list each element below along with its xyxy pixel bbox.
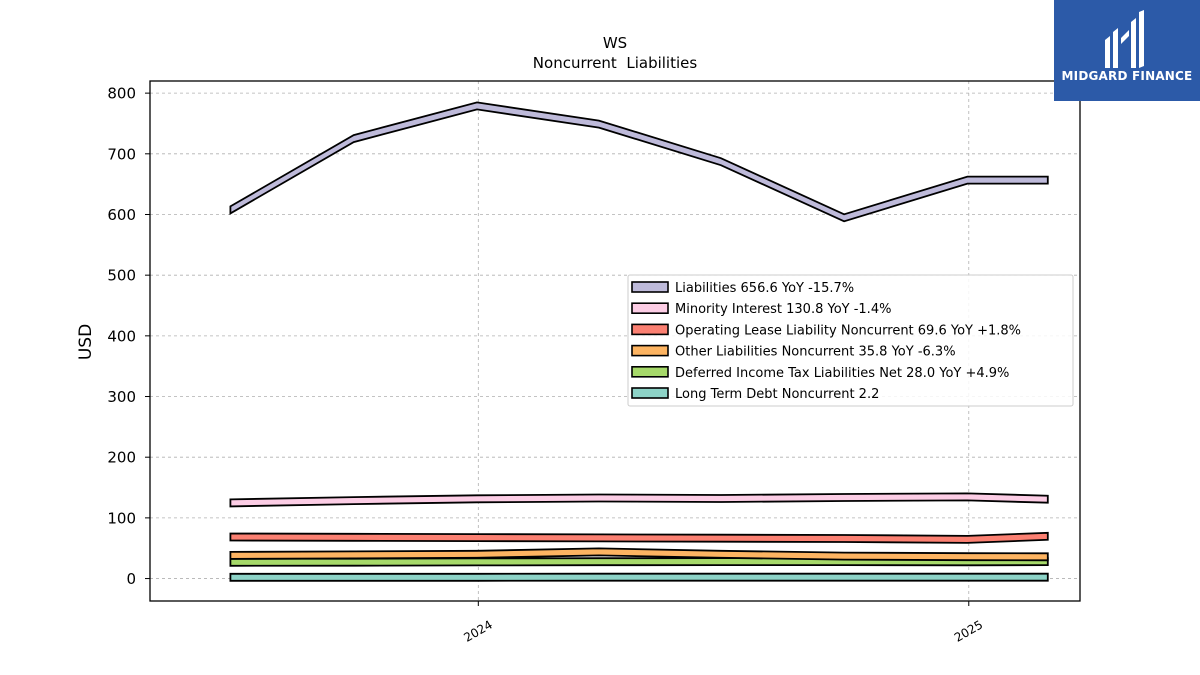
series-band xyxy=(229,492,1049,508)
series-band xyxy=(229,572,1049,582)
legend-label: Liabilities 656.6 YoY -15.7% xyxy=(675,281,854,296)
chart-subtitle: Noncurrent Liabilities xyxy=(533,54,698,72)
brand-name: MIDGARD FINANCE xyxy=(1061,69,1193,83)
legend-box xyxy=(627,274,1074,407)
y-tick-label: 100 xyxy=(107,509,136,527)
y-tick-label: 300 xyxy=(107,388,136,406)
y-ticks: 0 100 200 300 400 500 600 700 800 xyxy=(107,85,150,588)
brand-logo: MIDGARD FINANCE xyxy=(1054,0,1200,101)
y-tick-label: 400 xyxy=(107,327,136,345)
legend-label: Operating Lease Liability Noncurrent 69.… xyxy=(675,323,1021,338)
legend-label: Deferred Income Tax Liabilities Net 28.0… xyxy=(675,366,1009,381)
chart-title: WS xyxy=(603,34,627,52)
y-tick-label: 700 xyxy=(107,145,136,163)
legend-label: Long Term Debt Noncurrent 2.2 xyxy=(675,387,879,402)
series-band xyxy=(229,531,1049,544)
y-tick-label: 200 xyxy=(107,449,136,467)
series-band xyxy=(229,101,1049,223)
y-tick-label: 600 xyxy=(107,206,136,224)
y-tick-label: 0 xyxy=(126,570,136,588)
series-band xyxy=(229,547,1049,562)
legend-swatch xyxy=(631,323,669,336)
legend-swatch xyxy=(631,387,669,399)
x-tick-label: 2025 xyxy=(952,617,985,644)
plot-frame xyxy=(149,80,1081,602)
y-axis-label: USD xyxy=(76,324,96,360)
legend-swatch xyxy=(631,281,669,293)
legend-label: Other Liabilities Noncurrent 35.8 YoY -6… xyxy=(675,345,956,360)
x-tick-label: 2024 xyxy=(461,617,494,644)
series-layer xyxy=(229,101,1049,582)
midgard-mh-logo-icon xyxy=(1105,10,1144,68)
legend: Liabilities 656.6 YoY -15.7% Minority Int… xyxy=(627,274,1074,407)
y-tick-label: 500 xyxy=(107,267,136,285)
y-tick-label: 800 xyxy=(107,85,136,103)
legend-swatch xyxy=(631,365,669,378)
x-ticks: 2024 2025 xyxy=(461,601,985,645)
legend-label: Minority Interest 130.8 YoY -1.4% xyxy=(675,302,891,317)
legend-swatch xyxy=(631,302,669,315)
legend-swatch xyxy=(631,344,669,357)
